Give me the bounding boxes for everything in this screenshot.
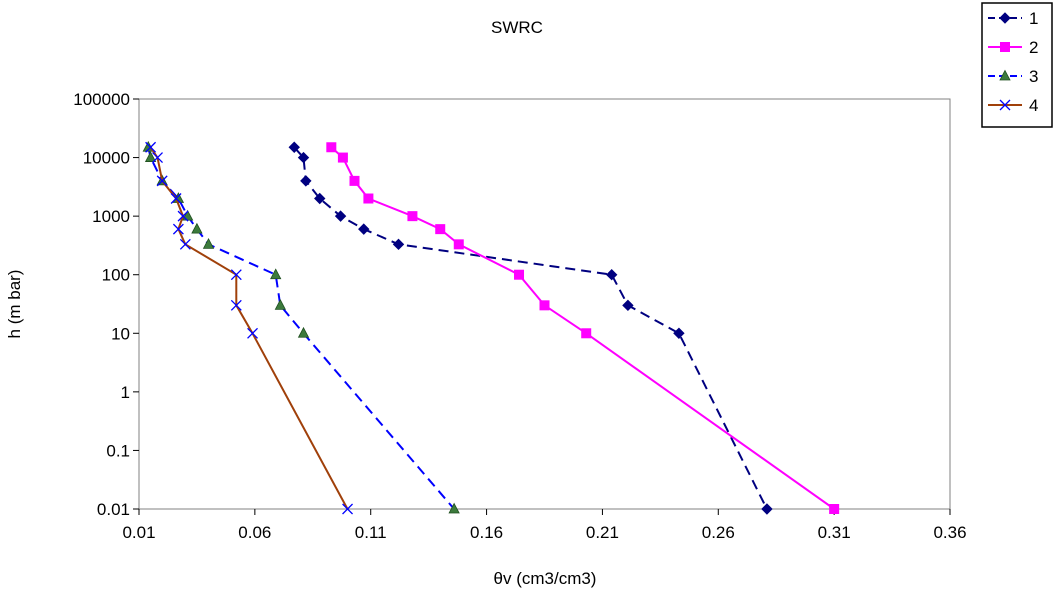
x-tick-label: 0.16: [470, 523, 503, 542]
x-tick-label: 0.11: [355, 523, 387, 542]
series-4-point: [145, 141, 157, 153]
series-4-point: [177, 210, 189, 222]
y-axis-ticks: 0.01 0.1 1 10 100 1000 10000 100000: [73, 90, 139, 519]
series-2-point: [829, 504, 840, 514]
x-tick-label: 0.06: [238, 523, 271, 542]
legend-marker: [999, 12, 1011, 24]
chart-title: SWRC: [491, 18, 543, 37]
series-1-point: [288, 141, 300, 153]
y-tick-label: 1000: [92, 207, 130, 226]
series-3-point: [297, 326, 310, 338]
legend-label: 1: [1029, 9, 1038, 28]
legend-item-1: 1: [988, 9, 1038, 28]
series-2-point: [581, 328, 592, 339]
x-tick-label: 0.26: [702, 523, 735, 542]
x-tick-label: 0.36: [933, 523, 966, 542]
series-2-point: [337, 152, 348, 163]
series-2-point: [539, 300, 550, 311]
series-2-point: [435, 224, 446, 235]
series-1-point: [761, 503, 773, 515]
series-1-point: [392, 238, 405, 251]
legend-marker: [1000, 42, 1010, 52]
series-1-point: [300, 175, 312, 187]
legend-box: [981, 2, 1053, 128]
x-tick-label: 0.31: [818, 523, 851, 542]
series-layer: [142, 140, 840, 515]
legend-label: 4: [1029, 96, 1038, 115]
legend-item-2: 2: [988, 38, 1038, 57]
x-tick-label: 0.21: [586, 523, 619, 542]
series-1-point: [605, 269, 618, 281]
series-1-point: [297, 151, 310, 164]
legend-marker: [999, 69, 1011, 81]
series-4-point: [247, 327, 258, 339]
y-tick-label: 1: [121, 383, 130, 402]
series-3-point: [191, 222, 203, 234]
series-4-point: [170, 193, 182, 204]
series-2-point: [514, 269, 525, 280]
series-4-point: [172, 223, 184, 235]
y-tick-label: 100000: [73, 90, 130, 109]
y-tick-label: 10000: [83, 149, 130, 168]
legend-item-4: 4: [988, 96, 1038, 115]
series-1-point: [622, 299, 634, 312]
legend: 1 2 3 4: [981, 2, 1053, 128]
series-4-point: [179, 238, 191, 250]
x-axis-ticks: 0.01 0.06 0.11 0.16 0.21 0.26 0.31 0.36: [122, 509, 967, 542]
y-tick-label: 10: [111, 324, 130, 343]
legend-marker: [999, 99, 1011, 111]
series-2: [326, 142, 840, 514]
series-1: [288, 141, 773, 515]
y-tick-label: 0.01: [97, 500, 130, 519]
series-1-point: [334, 210, 347, 222]
y-axis-title: h (m bar): [5, 270, 24, 339]
series-1-point: [314, 192, 326, 205]
series-3-point: [144, 151, 157, 162]
series-2-point: [453, 239, 464, 250]
series-1-point: [673, 327, 685, 339]
series-4-point: [152, 152, 163, 164]
series-2-point: [363, 193, 374, 204]
series-3-point: [202, 237, 215, 249]
series-2-point: [349, 175, 360, 186]
series-2-point: [326, 142, 337, 153]
series-3-point: [274, 298, 287, 310]
series-1-point: [358, 223, 370, 235]
series-3-point: [270, 268, 282, 280]
legend-label: 3: [1029, 67, 1038, 86]
legend-label: 2: [1029, 38, 1038, 57]
series-4-point: [230, 269, 242, 281]
series-3-point: [448, 502, 460, 514]
series-2-point: [407, 211, 418, 222]
series-4: [145, 141, 354, 515]
legend-item-3: 3: [988, 67, 1038, 86]
series-4-point: [342, 503, 354, 515]
series-4-point: [230, 299, 242, 311]
y-tick-label: 100: [102, 266, 130, 285]
x-axis-title: θv (cm3/cm3): [494, 569, 597, 588]
y-tick-label: 0.1: [106, 441, 130, 460]
x-tick-label: 0.01: [122, 523, 155, 542]
series-4-point: [156, 175, 168, 187]
